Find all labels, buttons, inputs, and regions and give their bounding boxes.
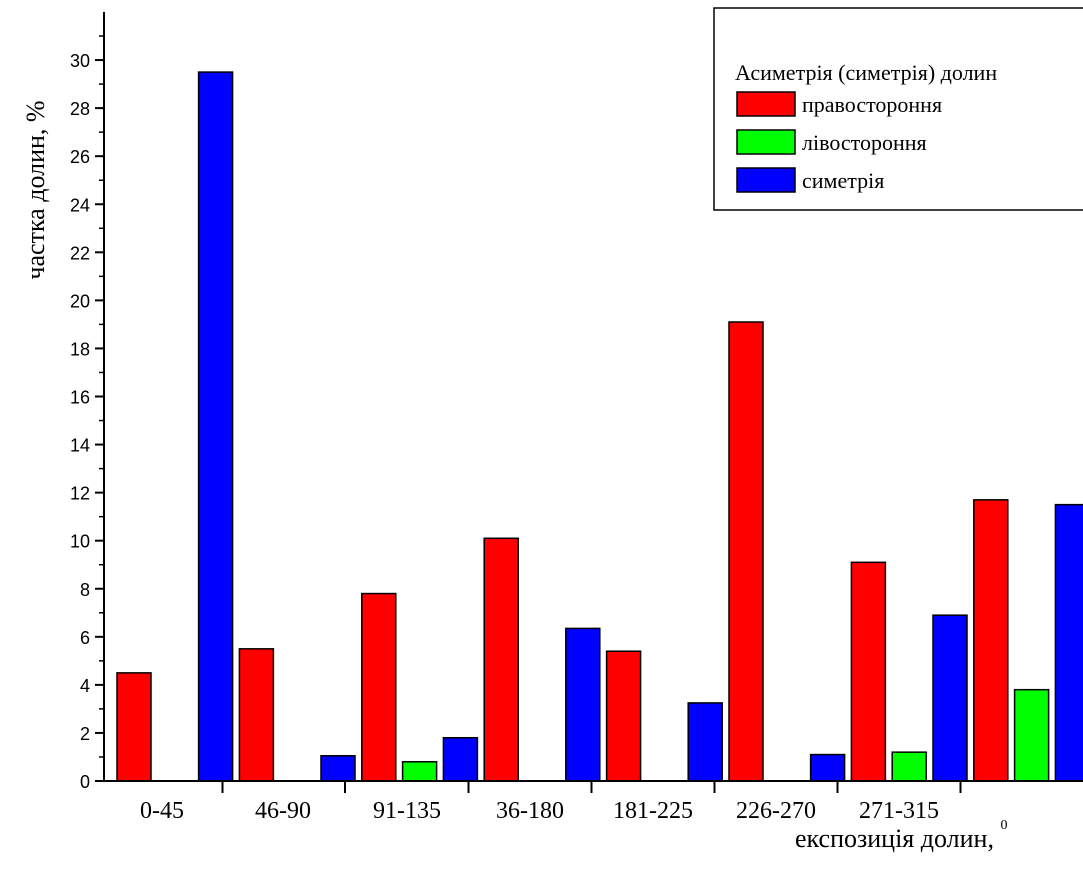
y-tick-label: 4 [80,676,90,696]
legend-label: правостороння [802,92,942,117]
y-tick-label: 12 [70,484,90,504]
x-ticks: 0-45 46-90 91-135 36-180 181-225 226-270 271-3… [140,781,962,824]
bar-правостороння [605,650,642,782]
bars-group [116,71,1083,782]
y-axis-title: частка долин, % [21,100,50,279]
bar-симетрія [687,702,723,782]
bar-симетрія [932,614,968,782]
y-tick-label: 14 [70,436,90,456]
x-category-label: 226-270 [736,798,816,824]
y-tick-label: 20 [70,291,90,311]
legend-swatch [736,167,796,193]
bar-симетрія [809,753,846,782]
legend-label: симетрія [802,168,884,193]
bar-правостороння [361,592,397,782]
legend: Асиметрія (симетрія) долин правостороння… [713,7,1083,211]
x-axis-title: експозиція долин, 0 [795,818,1007,853]
bar-правостороння [238,648,275,782]
legend-label: лівостороння [802,130,927,155]
bar-симетрія [442,736,479,782]
y-tick-label: 22 [70,243,90,263]
y-tick-label: 0 [80,772,90,792]
y-tick-label: 28 [70,99,90,119]
bar-симетрія [1054,503,1083,782]
x-category-label: 36-180 [496,798,564,824]
bar-правостороння [116,672,152,782]
legend-swatch [736,129,796,155]
y-tick-label: 2 [80,724,90,744]
x-category-label: 0-45 [140,798,184,824]
bar-правостороння [483,537,519,782]
y-tick-label: 26 [70,147,90,167]
bar-правостороння [850,561,887,782]
legend-title: Асиметрія (симетрія) долин [735,60,997,85]
y-tick-label: 16 [70,388,90,408]
x-axis-title-text: експозиція долин, [795,824,994,853]
y-tick-label: 6 [80,628,90,648]
y-tick-label: 8 [80,580,90,600]
y-tick-label: 30 [70,51,90,71]
bar-лівостороння [401,761,438,782]
legend-items: правостороння лівостороння симетрія [736,91,942,193]
bar-симетрія [197,71,234,782]
bar-лівостороння [1013,688,1050,782]
x-axis-title-superscript: 0 [1000,818,1007,833]
legend-swatch [736,91,796,117]
y-tick-label: 18 [70,339,90,359]
bar-лівостороння [891,751,927,782]
bar-правостороння [973,499,1009,782]
bar-симетрія [320,755,356,782]
y-tick-label: 10 [70,532,90,552]
x-category-label: 91-135 [373,798,441,824]
x-category-label: 181-225 [613,798,693,824]
y-tick-label: 24 [70,195,90,215]
bar-правостороння [728,321,764,782]
x-category-label: 271-315 [859,798,939,824]
x-category-label: 46-90 [255,798,311,824]
bar-симетрія [565,627,601,782]
